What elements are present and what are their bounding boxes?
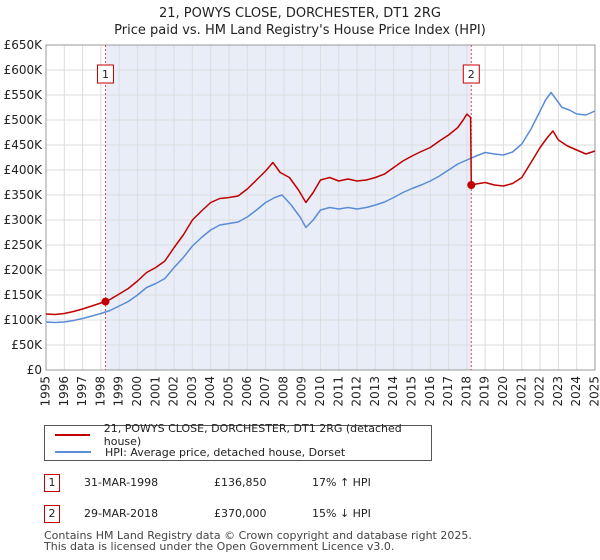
x-tick-label: 2015 xyxy=(405,376,419,407)
legend-label-property: 21, POWYS CLOSE, DORCHESTER, DT1 2RG (de… xyxy=(103,422,402,448)
legend-swatch-hpi xyxy=(55,451,91,453)
legend-swatch-property xyxy=(55,434,90,436)
legend-item-hpi: HPI: Average price, detached house, Dors… xyxy=(55,444,345,460)
footer-line-2: This data is licensed under the Open Gov… xyxy=(44,540,395,553)
annotation-date-2: 29-MAR-2018 xyxy=(84,507,159,520)
footer: Contains HM Land Registry data © Crown c… xyxy=(44,530,472,552)
annotation-date-1: 31-MAR-1998 xyxy=(84,476,159,489)
y-tick-label: £600K xyxy=(4,63,44,77)
x-tick-label: 2021 xyxy=(514,376,528,407)
x-tick-label: 2007 xyxy=(258,376,272,407)
x-tick-label: 2000 xyxy=(130,376,144,407)
x-tick-label: 2001 xyxy=(148,376,162,407)
y-tick-label: £0 xyxy=(27,363,42,377)
legend-item-property: 21, POWYS CLOSE, DORCHESTER, DT1 2RG (de… xyxy=(55,422,431,448)
x-tick-label: 2003 xyxy=(185,376,199,407)
x-tick-label: 2005 xyxy=(222,376,236,407)
x-tick-label: 1998 xyxy=(93,376,107,407)
y-tick-label: £50K xyxy=(11,338,43,352)
x-tick-label: 2017 xyxy=(441,376,455,407)
x-tick-label: 2002 xyxy=(167,376,181,407)
y-tick-label: £500K xyxy=(4,113,44,127)
annotation-price-2: £370,000 xyxy=(214,507,267,520)
annotation-hpi-1: 17% ↑ HPI xyxy=(312,476,371,489)
x-tick-label: 2014 xyxy=(386,376,400,407)
y-tick-label: £350K xyxy=(4,188,44,202)
x-tick-label: 2006 xyxy=(240,376,254,407)
annotation-badge-2: 2 xyxy=(44,505,60,523)
chart-subtitle: Price paid vs. HM Land Registry's House … xyxy=(114,23,486,38)
x-tick-label: 1997 xyxy=(75,376,89,407)
x-tick-label: 2010 xyxy=(313,376,327,407)
x-tick-label: 2018 xyxy=(459,376,473,407)
sale-point xyxy=(101,297,110,306)
x-tick-label: 2011 xyxy=(331,376,345,407)
sale-marker-box xyxy=(462,64,480,84)
x-tick-label: 2013 xyxy=(368,376,382,407)
y-tick-label: £100K xyxy=(4,313,44,327)
x-tick-label: 2009 xyxy=(295,376,309,407)
x-tick-label: 2019 xyxy=(478,376,492,407)
series-line-property xyxy=(45,113,596,316)
x-tick-label: 2023 xyxy=(551,376,565,407)
x-tick-label: 2020 xyxy=(496,376,510,407)
chart-title: 21, POWYS CLOSE, DORCHESTER, DT1 2RG xyxy=(159,6,441,21)
annotation-badge-1: 1 xyxy=(44,474,60,492)
x-tick-label: 2004 xyxy=(203,376,217,407)
y-tick-label: £250K xyxy=(4,238,44,252)
x-tick-label: 2024 xyxy=(569,376,583,407)
footer-line-1: Contains HM Land Registry data © Crown c… xyxy=(44,529,472,542)
x-tick-label: 1996 xyxy=(57,376,71,407)
x-tick-label: 2016 xyxy=(423,376,437,407)
plot-frame xyxy=(45,44,596,371)
x-tick-label: 1995 xyxy=(39,376,53,407)
y-tick-label: £550K xyxy=(4,88,44,102)
y-tick-label: £650K xyxy=(4,38,44,52)
y-tick-label: £300K xyxy=(4,213,44,227)
x-tick-label: 2008 xyxy=(276,376,290,407)
legend: 21, POWYS CLOSE, DORCHESTER, DT1 2RG (de… xyxy=(44,422,432,461)
y-tick-label: £400K xyxy=(4,163,44,177)
x-tick-label: 2022 xyxy=(533,376,547,407)
series-line-hpi xyxy=(45,91,596,324)
sale-point xyxy=(467,181,476,189)
sale-marker-box xyxy=(96,64,114,84)
sale-marker-label: 2 xyxy=(468,68,475,81)
legend-label-hpi: HPI: Average price, detached house, Dors… xyxy=(105,445,346,459)
x-tick-label: 1999 xyxy=(112,376,126,407)
x-tick-label: 2025 xyxy=(588,376,600,407)
price-chart: 21, POWYS CLOSE, DORCHESTER, DT1 2RG Pri… xyxy=(4,6,600,407)
y-tick-label: £450K xyxy=(4,138,44,152)
y-tick-label: £150K xyxy=(4,288,44,302)
shaded-ownership-period xyxy=(105,45,472,370)
y-tick-label: £200K xyxy=(4,263,44,277)
x-tick-label: 2012 xyxy=(350,376,364,407)
annotation-price-1: £136,850 xyxy=(214,476,267,489)
sale-marker-label: 1 xyxy=(102,68,109,81)
annotation-hpi-2: 15% ↓ HPI xyxy=(312,507,371,520)
